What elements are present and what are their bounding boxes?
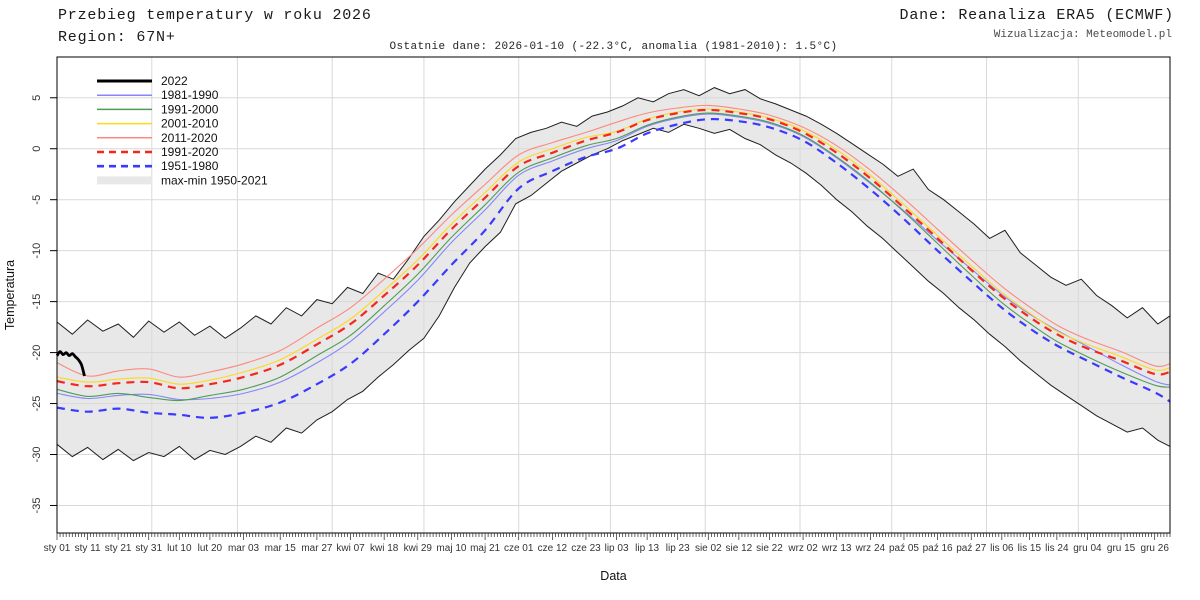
y-tick-label: -15 xyxy=(31,294,43,310)
x-tick-label: wrz 13 xyxy=(821,543,852,554)
legend-label: 1951-1980 xyxy=(161,159,219,173)
last-data-subtitle: Ostatnie dane: 2026-01-10 (-22.3°C, anom… xyxy=(389,41,838,53)
legend-label: 2001-2010 xyxy=(161,117,219,131)
x-tick-label: lip 23 xyxy=(666,543,690,554)
x-axis-title: Data xyxy=(600,569,626,583)
x-tick-label: gru 15 xyxy=(1107,543,1136,554)
x-tick-label: wrz 24 xyxy=(855,543,886,554)
x-tick-label: lip 03 xyxy=(605,543,629,554)
y-tick-label: 0 xyxy=(31,146,43,152)
x-tick-label: paź 27 xyxy=(956,543,986,554)
y-tick-label: -30 xyxy=(31,447,43,463)
legend-label: 2011-2020 xyxy=(161,131,218,145)
x-tick-label: kwi 07 xyxy=(336,543,365,554)
x-tick-label: kwi 29 xyxy=(404,543,433,554)
chart-title: Przebieg temperatury w roku 2026 xyxy=(58,7,372,24)
y-tick-label: -25 xyxy=(31,396,43,412)
x-tick-label: kwi 18 xyxy=(370,543,399,554)
x-tick-label: mar 15 xyxy=(265,543,297,554)
x-tick-label: sie 22 xyxy=(756,543,783,554)
x-tick-label: sty 11 xyxy=(75,543,101,554)
series-line-2022 xyxy=(55,350,86,377)
series-line-1991-2000 xyxy=(56,112,1171,402)
x-tick-label: cze 23 xyxy=(571,543,601,554)
y-tick-label: -10 xyxy=(31,243,43,259)
x-tick-label: lis 24 xyxy=(1045,543,1069,554)
x-tick-label: mar 03 xyxy=(228,543,260,554)
x-tick-label: maj 21 xyxy=(470,543,500,554)
x-tick-label: gru 26 xyxy=(1141,543,1170,554)
x-tick-label: paź 16 xyxy=(923,543,953,554)
x-tick-label: lis 15 xyxy=(1018,543,1042,554)
band-max-line xyxy=(56,87,1171,339)
series-line-1981-1990 xyxy=(56,113,1171,401)
x-tick-label: lut 10 xyxy=(167,543,192,554)
y-axis-title: Temperatura xyxy=(3,260,17,330)
y-tick-label: -5 xyxy=(31,195,43,205)
x-tick-label: sty 31 xyxy=(135,543,162,554)
x-tick-label: paź 05 xyxy=(889,543,919,554)
legend-label: 1991-2000 xyxy=(161,102,219,116)
y-tick-label: -35 xyxy=(31,498,43,514)
x-tick-label: wrz 02 xyxy=(787,543,818,554)
x-tick-label: sty 01 xyxy=(44,543,71,554)
x-tick-label: mar 27 xyxy=(301,543,333,554)
legend-label: max-min 1950-2021 xyxy=(161,173,268,187)
series-line-1991-2020 xyxy=(56,108,1171,390)
chart-region: Region: 67N+ xyxy=(58,29,176,46)
data-source-label: Dane: Reanaliza ERA5 (ECMWF) xyxy=(899,7,1174,24)
y-tick-label: 5 xyxy=(31,95,43,101)
x-tick-label: lis 06 xyxy=(990,543,1014,554)
x-tick-label: lut 20 xyxy=(198,543,223,554)
band-min-line xyxy=(56,123,1171,462)
legend-label: 1991-2020 xyxy=(161,145,219,159)
legend-swatch-band xyxy=(97,176,152,185)
y-tick-label: -20 xyxy=(31,345,43,361)
x-tick-label: lip 13 xyxy=(635,543,659,554)
visualization-credit: Wizualizacja: Meteomodel.pl xyxy=(993,29,1172,41)
x-tick-label: cze 12 xyxy=(538,543,568,554)
legend-label: 2022 xyxy=(161,74,188,88)
x-tick-label: cze 01 xyxy=(504,543,534,554)
series-line-2011-2020 xyxy=(56,104,1171,378)
series-line-1951-1980 xyxy=(56,117,1171,419)
max-min-band xyxy=(57,87,1170,461)
legend-label: 1981-1990 xyxy=(161,88,219,102)
x-tick-label: sie 12 xyxy=(726,543,753,554)
x-tick-label: gru 04 xyxy=(1073,543,1102,554)
x-tick-label: sie 02 xyxy=(695,543,722,554)
x-tick-label: maj 10 xyxy=(436,543,466,554)
x-tick-label: sty 21 xyxy=(105,543,132,554)
